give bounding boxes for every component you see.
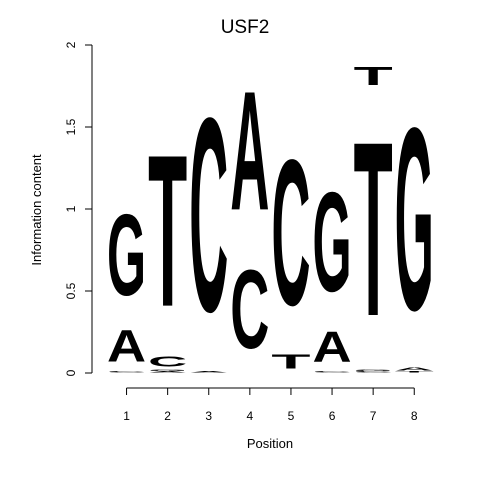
logo-letter-T: T (148, 109, 187, 352)
logo-letter-C: C (189, 61, 228, 371)
y-axis: 0 0.5 1 1.5 2 (64, 41, 93, 376)
x-tick-label: 8 (411, 409, 418, 423)
y-tick-label: 1 (64, 205, 78, 212)
chart-title: USF2 (221, 17, 270, 38)
x-tick-label: 7 (370, 409, 377, 423)
y-axis-label: Information content (29, 154, 44, 266)
logo-letter-G: G (395, 73, 434, 365)
logo-letter-A: A (148, 371, 187, 373)
x-tick-label: 1 (123, 409, 130, 423)
logo-letter-T: T (354, 62, 393, 91)
logo-letter-G: G (107, 190, 146, 320)
logo-letter-C: C (313, 371, 352, 373)
y-tick-label: 0.5 (64, 282, 78, 299)
x-tick-label: 5 (288, 409, 295, 423)
logo-letter-T: T (271, 350, 310, 373)
y-tick-label: 2 (64, 41, 78, 48)
logo-letter-G: G (354, 370, 393, 372)
logo-letter-C: C (230, 246, 269, 372)
logo-letter-A: A (107, 320, 146, 371)
x-tick-label: 6 (329, 409, 336, 423)
logo-letter-A: A (313, 322, 352, 371)
logo-letter-C: C (148, 354, 187, 370)
x-tick-label: 3 (205, 409, 212, 423)
x-axis-label: Position (247, 436, 293, 451)
logo-letter-T: T (354, 89, 393, 368)
y-tick-label: 0 (64, 369, 78, 376)
logo-letter-A: A (395, 367, 434, 372)
logo-letter-G: G (148, 370, 187, 372)
logo-letter-C: C (271, 117, 310, 350)
logo-letter-A: A (230, 56, 269, 246)
y-tick-label: 1.5 (64, 118, 78, 135)
logo-letter-C: C (354, 371, 393, 373)
x-tick-label: 2 (164, 409, 171, 423)
logo-letter-T: T (395, 371, 435, 373)
x-axis: 1 2 3 4 5 6 7 8 (123, 387, 418, 423)
logo-letter-G: G (313, 163, 352, 322)
logo-letter-A: A (189, 371, 228, 373)
x-tick-label: 4 (247, 409, 254, 423)
logo-letter-C: C (107, 371, 146, 373)
